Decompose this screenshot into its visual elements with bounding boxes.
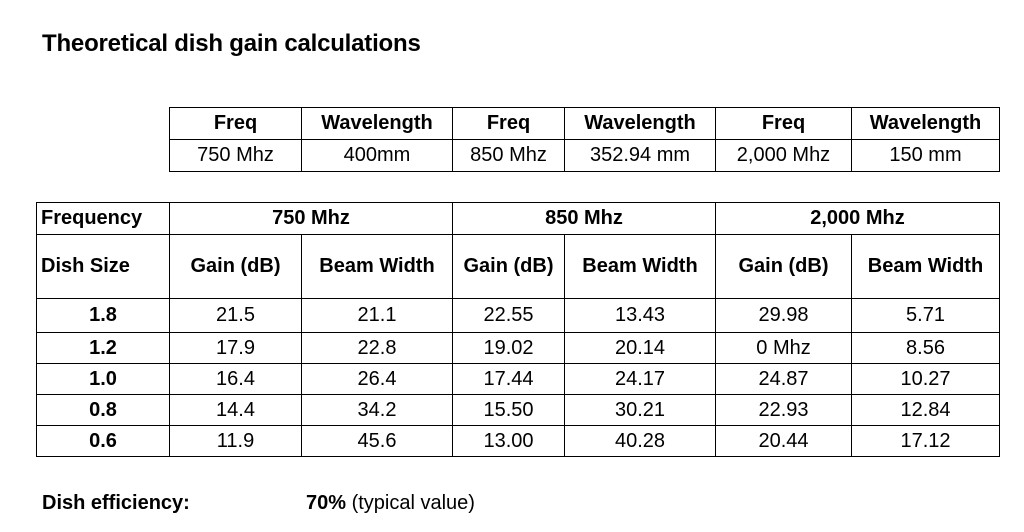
dish-size-cell: 1.8 [36,298,170,333]
freq-header: Freq [169,107,302,140]
table-row: 1.8 21.5 21.1 22.55 13.43 29.98 5.71 [36,298,1000,333]
dish-size-cell: 0.6 [36,425,170,457]
beam-width-header: Beam Width [564,234,716,299]
table-cell: 21.1 [301,298,453,333]
freq-header: Freq [715,107,852,140]
band-header: 2,000 Mhz [715,202,1000,235]
efficiency-percent: 70% [306,492,347,514]
gain-header: Gain (dB) [715,234,852,299]
table-cell: 16.4 [169,363,302,395]
freq-value: 2,000 Mhz [715,139,852,172]
dish-efficiency-value: 70% (typical value) [306,492,475,515]
table-cell: 22.8 [301,332,453,364]
table-cell: 40.28 [564,425,716,457]
table-cell: 21.5 [169,298,302,333]
table-cell: 17.44 [452,363,565,395]
table-row: 1.0 16.4 26.4 17.44 24.17 24.87 10.27 [36,363,1000,395]
dish-size-label: Dish Size [36,234,170,299]
table-row: 1.2 17.9 22.8 19.02 20.14 0 Mhz 8.56 [36,332,1000,364]
dish-gain-table: Frequency 750 Mhz 850 Mhz 2,000 Mhz Dish… [36,202,1000,457]
table-cell: 19.02 [452,332,565,364]
freq-table-header-row: Freq Wavelength Freq Wavelength Freq Wav… [169,107,1000,140]
table-cell: 8.56 [851,332,1000,364]
wavelength-value: 352.94 mm [564,139,716,172]
table-row: 0.6 11.9 45.6 13.00 40.28 20.44 17.12 [36,425,1000,457]
beam-width-header: Beam Width [301,234,453,299]
freq-value: 750 Mhz [169,139,302,172]
page-title: Theoretical dish gain calculations [42,30,421,57]
table-cell: 24.17 [564,363,716,395]
table-cell: 15.50 [452,394,565,426]
band-header-row: Frequency 750 Mhz 850 Mhz 2,000 Mhz [36,202,1000,235]
table-cell: 20.14 [564,332,716,364]
table-cell: 17.9 [169,332,302,364]
band-header: 850 Mhz [452,202,716,235]
table-cell: 5.71 [851,298,1000,333]
table-cell: 34.2 [301,394,453,426]
gain-header: Gain (dB) [169,234,302,299]
wavelength-value: 400mm [301,139,453,172]
dish-size-cell: 0.8 [36,394,170,426]
freq-header: Freq [452,107,565,140]
freq-value: 850 Mhz [452,139,565,172]
table-cell: 13.00 [452,425,565,457]
frequency-label: Frequency [36,202,170,235]
gain-header: Gain (dB) [452,234,565,299]
table-cell: 30.21 [564,394,716,426]
dish-efficiency-label: Dish efficiency: [42,492,190,514]
table-cell: 45.6 [301,425,453,457]
table-cell: 22.93 [715,394,852,426]
sub-header-row: Dish Size Gain (dB) Beam Width Gain (dB)… [36,234,1000,299]
table-cell: 10.27 [851,363,1000,395]
table-cell: 0 Mhz [715,332,852,364]
table-cell: 12.84 [851,394,1000,426]
efficiency-note: (typical value) [346,492,475,514]
frequency-wavelength-table: Freq Wavelength Freq Wavelength Freq Wav… [169,107,1000,172]
table-cell: 29.98 [715,298,852,333]
beam-width-header: Beam Width [851,234,1000,299]
freq-table-value-row: 750 Mhz 400mm 850 Mhz 352.94 mm 2,000 Mh… [169,139,1000,172]
table-cell: 26.4 [301,363,453,395]
wavelength-header: Wavelength [301,107,453,140]
dish-size-cell: 1.0 [36,363,170,395]
table-cell: 11.9 [169,425,302,457]
table-row: 0.8 14.4 34.2 15.50 30.21 22.93 12.84 [36,394,1000,426]
table-cell: 17.12 [851,425,1000,457]
table-cell: 20.44 [715,425,852,457]
table-cell: 22.55 [452,298,565,333]
dish-size-cell: 1.2 [36,332,170,364]
wavelength-value: 150 mm [851,139,1000,172]
wavelength-header: Wavelength [564,107,716,140]
wavelength-header: Wavelength [851,107,1000,140]
table-cell: 14.4 [169,394,302,426]
table-cell: 13.43 [564,298,716,333]
band-header: 750 Mhz [169,202,453,235]
table-cell: 24.87 [715,363,852,395]
